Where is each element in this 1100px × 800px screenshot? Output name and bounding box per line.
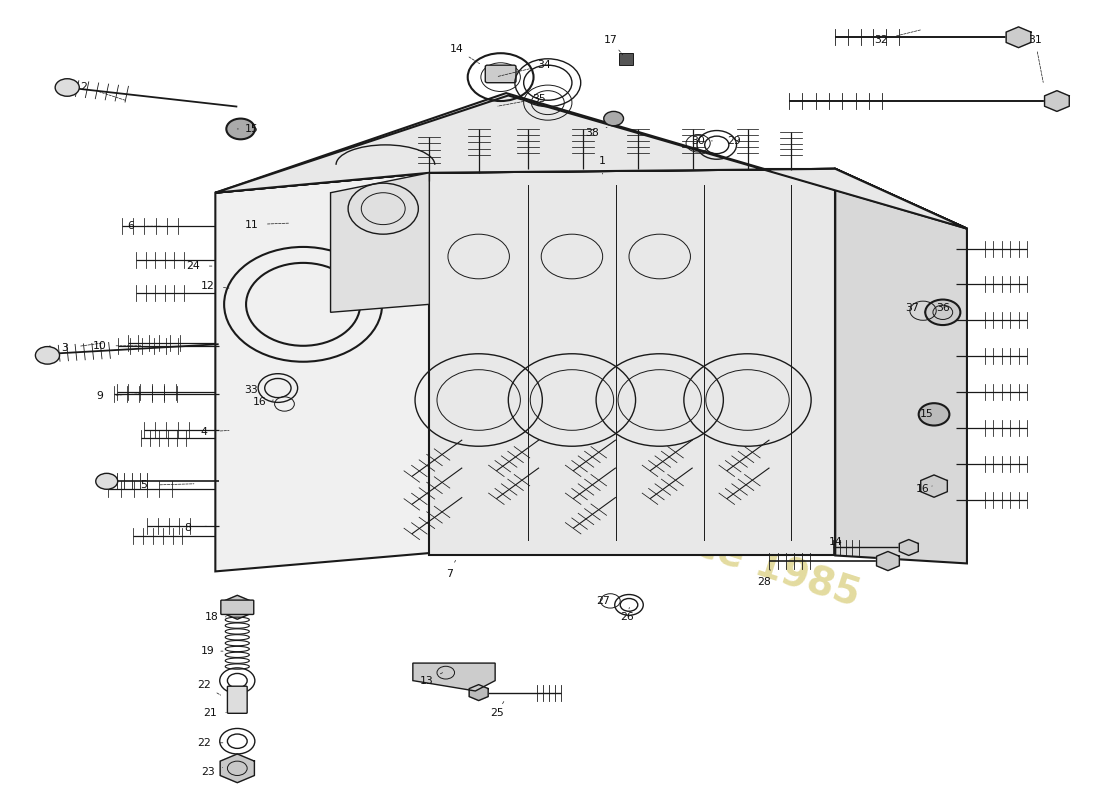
Text: 38: 38 [585,128,598,138]
Text: 32: 32 [874,34,888,45]
Text: 2: 2 [80,82,87,92]
Text: 26: 26 [620,612,634,622]
Text: 37: 37 [905,303,918,314]
Text: 15: 15 [244,124,258,134]
Polygon shape [216,173,429,571]
Polygon shape [220,754,254,782]
Text: 34: 34 [538,60,551,70]
Text: 22: 22 [198,738,211,748]
Circle shape [96,474,118,490]
Text: 16: 16 [252,398,266,407]
Polygon shape [223,595,252,619]
Text: 31: 31 [1028,34,1042,45]
Text: 22: 22 [198,681,211,690]
Text: 11: 11 [244,220,258,230]
Polygon shape [216,93,967,229]
Text: 4: 4 [201,427,208,437]
Polygon shape [1006,27,1031,48]
Text: 6: 6 [128,222,134,231]
Text: 9: 9 [97,391,103,401]
Polygon shape [921,475,947,498]
Text: 27: 27 [596,596,609,606]
Text: 33: 33 [244,386,258,395]
Polygon shape [429,169,835,555]
Text: 17: 17 [604,34,617,45]
Polygon shape [331,173,429,312]
Polygon shape [216,95,967,229]
FancyBboxPatch shape [619,54,634,65]
Text: 14: 14 [828,537,843,547]
Polygon shape [835,169,967,563]
Text: 29: 29 [727,136,741,146]
Text: 35: 35 [532,94,546,104]
Text: 28: 28 [757,577,771,586]
FancyBboxPatch shape [221,600,254,614]
Text: 12: 12 [201,281,214,291]
Text: 25: 25 [491,707,504,718]
Circle shape [925,299,960,325]
Polygon shape [470,685,488,701]
Text: 30: 30 [691,136,705,146]
Circle shape [55,78,79,96]
Polygon shape [412,663,495,691]
Text: 16: 16 [916,484,930,494]
Text: 3: 3 [62,343,68,353]
Text: 8: 8 [185,522,191,533]
Circle shape [918,403,949,426]
Text: 21: 21 [204,707,217,718]
Text: 15: 15 [920,410,933,419]
FancyBboxPatch shape [228,686,248,714]
Polygon shape [216,169,967,229]
Polygon shape [877,551,900,570]
Text: 10: 10 [94,341,107,350]
Text: 14: 14 [450,44,463,54]
Circle shape [604,111,624,126]
Circle shape [227,118,255,139]
Text: 5: 5 [141,480,147,490]
Polygon shape [1045,90,1069,111]
Text: 1: 1 [600,156,606,166]
Text: 36: 36 [936,303,949,314]
Text: 23: 23 [201,767,214,778]
Text: europes: europes [368,338,952,462]
Text: a passion for: a passion for [355,446,570,545]
Text: 18: 18 [206,612,219,622]
Polygon shape [900,539,918,555]
Text: 24: 24 [187,261,200,271]
Text: 13: 13 [420,676,434,686]
Text: 7: 7 [446,569,452,578]
Text: 19: 19 [201,646,214,656]
FancyBboxPatch shape [485,65,516,82]
Text: since 1985: since 1985 [630,505,865,614]
Circle shape [35,346,59,364]
